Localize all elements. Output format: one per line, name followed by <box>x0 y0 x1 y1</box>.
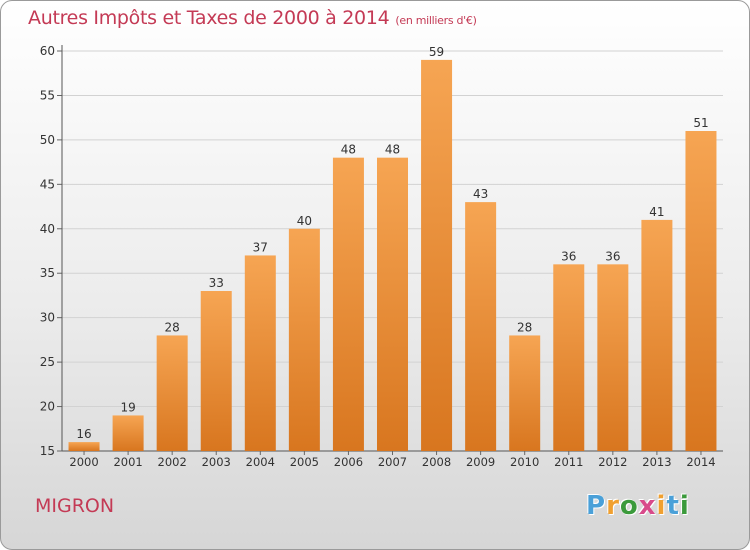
logo-letter: P <box>586 491 607 521</box>
x-tick-label: 2008 <box>422 455 451 469</box>
data-label: 43 <box>473 187 488 201</box>
labels: 2000 16 2001 19 2002 28 2003 33 2004 37 2005 40 2006… <box>69 45 715 469</box>
x-tick-label: 2002 <box>158 455 187 469</box>
y-tick-label: 50 <box>40 133 55 147</box>
bar <box>377 157 408 451</box>
data-label: 16 <box>76 427 91 441</box>
y-tick-label: 20 <box>40 400 55 414</box>
x-tick-label: 2003 <box>202 455 231 469</box>
bar <box>288 228 320 451</box>
x-tick-label: 2000 <box>69 455 98 469</box>
bar <box>68 442 100 451</box>
x-tick-label: 2009 <box>466 455 495 469</box>
y-tick-label: 30 <box>40 311 55 325</box>
x-tick-label: 2011 <box>554 455 583 469</box>
data-label: 51 <box>693 116 708 130</box>
y-tick-label: 45 <box>40 177 55 191</box>
bar <box>421 59 453 452</box>
logo-letter: i <box>679 491 690 521</box>
logo-letter: r <box>606 491 620 521</box>
x-tick-label: 2010 <box>510 455 539 469</box>
x-tick-label: 2001 <box>113 455 142 469</box>
bar <box>332 157 364 451</box>
data-label: 48 <box>341 143 356 157</box>
x-tick-label: 2006 <box>334 455 363 469</box>
y-tick-label: 25 <box>40 355 55 369</box>
data-label: 40 <box>297 214 312 228</box>
bar <box>156 335 188 451</box>
y-tick-label: 55 <box>40 88 55 102</box>
data-label: 41 <box>649 205 664 219</box>
logo-letter: x <box>638 491 657 521</box>
commune-name: MIGRON <box>35 495 115 517</box>
y-tick-label: 35 <box>40 266 55 280</box>
data-label: 37 <box>253 240 268 254</box>
data-label: 36 <box>561 249 576 263</box>
bars <box>68 59 717 452</box>
data-label: 36 <box>605 249 620 263</box>
bar <box>597 264 629 451</box>
x-tick-label: 2007 <box>378 455 407 469</box>
y-tick-label: 60 <box>40 44 55 58</box>
proxiti-logo: Proxiti <box>586 491 690 521</box>
data-label: 19 <box>120 400 135 414</box>
x-tick-label: 2004 <box>246 455 275 469</box>
bar <box>244 255 276 451</box>
logo-letter: t <box>666 491 680 521</box>
bar <box>200 291 232 451</box>
x-tick-label: 2014 <box>686 455 715 469</box>
bar <box>465 202 497 451</box>
bar <box>112 415 144 451</box>
y-tick-label: 15 <box>40 444 55 458</box>
bar <box>641 219 673 451</box>
bar <box>553 264 585 451</box>
data-label: 48 <box>385 143 400 157</box>
x-tick-label: 2005 <box>290 455 319 469</box>
data-label: 59 <box>429 45 444 59</box>
x-tick-label: 2012 <box>598 455 627 469</box>
chart-title: Autres Impôts et Taxes de 2000 à 2014 (en… <box>28 7 477 29</box>
data-label: 28 <box>165 320 180 334</box>
bar <box>509 335 541 451</box>
data-label: 33 <box>209 276 224 290</box>
chart-unit-note: (en milliers d'€) <box>395 14 477 27</box>
y-tick-label: 40 <box>40 222 55 236</box>
x-tick-label: 2013 <box>642 455 671 469</box>
logo-letter: o <box>619 491 639 521</box>
logo-letter: i <box>656 491 667 521</box>
chart-title-text: Autres Impôts et Taxes de 2000 à 2014 <box>28 7 390 29</box>
data-label: 28 <box>517 320 532 334</box>
bar <box>685 131 717 451</box>
